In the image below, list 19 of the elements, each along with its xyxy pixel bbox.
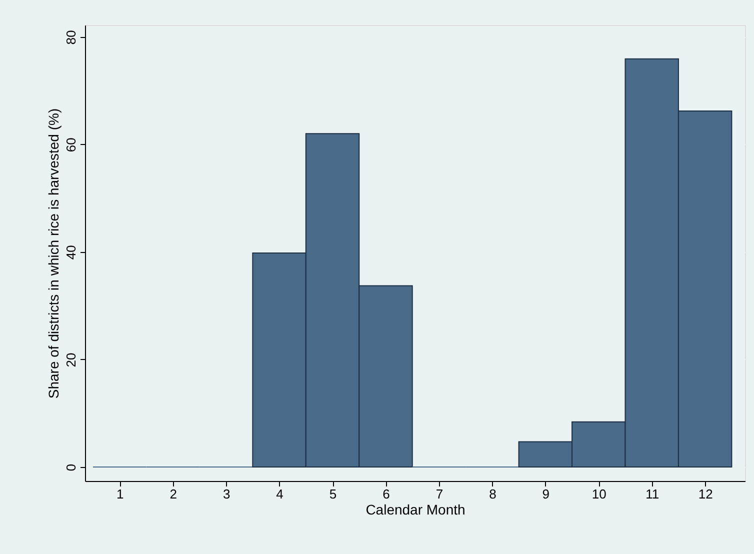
- x-tick-label: 2: [170, 486, 177, 502]
- x-tick-label: 11: [646, 486, 660, 502]
- x-tick-label: 5: [329, 486, 337, 502]
- x-tick-label: 12: [698, 486, 713, 502]
- x-tick-label: 7: [436, 486, 444, 502]
- x-tick-label: 8: [489, 486, 496, 502]
- x-tick-label: 10: [592, 486, 606, 502]
- x-tick-label: 4: [276, 486, 284, 502]
- x-tick-label: 3: [222, 486, 230, 502]
- y-tick-label: 80: [64, 30, 78, 45]
- y-tick-label: 40: [64, 245, 78, 260]
- y-tick-label: 20: [64, 352, 78, 368]
- y-axis-title: Share of districts in which rice is harvested (%): [46, 108, 62, 399]
- x-tick-label: 1: [116, 486, 124, 502]
- x-axis-title: Calendar Month: [366, 502, 466, 518]
- y-tick-label: 60: [64, 138, 78, 152]
- x-tick-label: 6: [382, 486, 390, 502]
- x-tick-label: 9: [542, 486, 550, 502]
- y-tick-label: 0: [64, 464, 78, 472]
